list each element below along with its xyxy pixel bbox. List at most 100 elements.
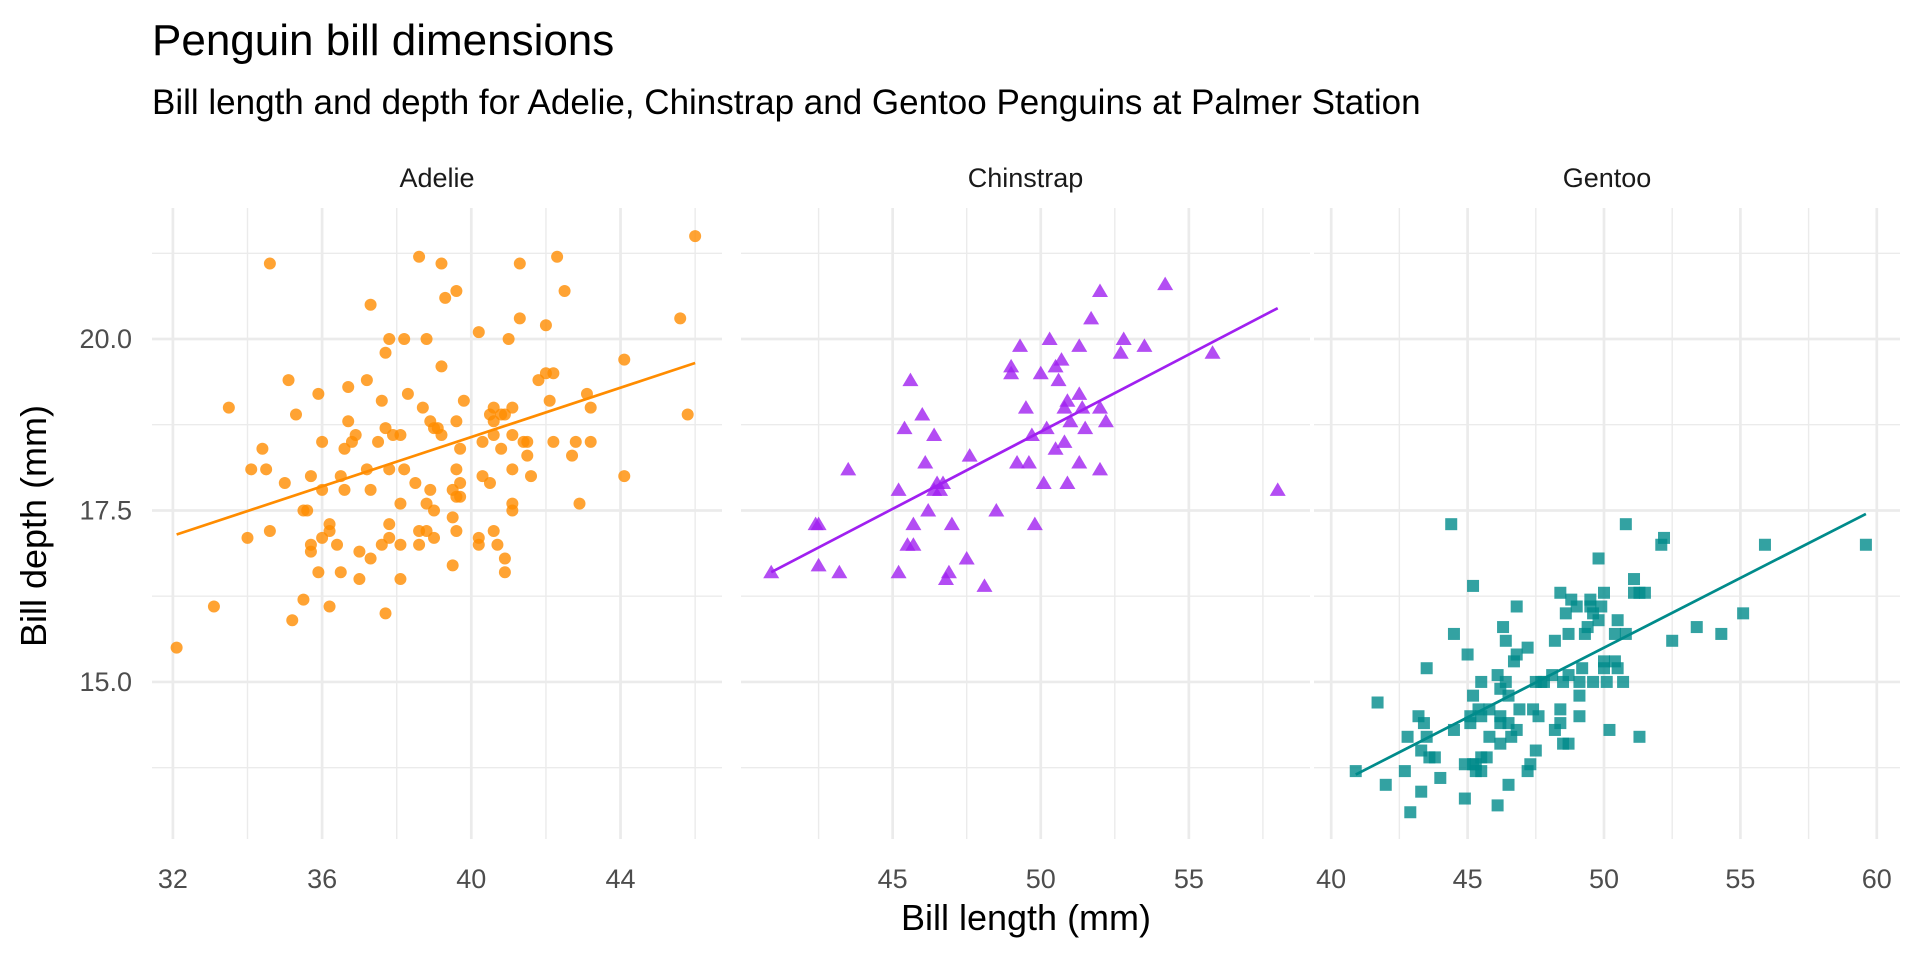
data-point-chinstrap xyxy=(1056,400,1073,414)
x-tick-label: 40 xyxy=(1316,864,1346,894)
data-point-chinstrap xyxy=(1071,338,1088,352)
x-tick-label: 45 xyxy=(1453,864,1483,894)
data-point-adelie xyxy=(495,442,508,455)
data-point-adelie xyxy=(420,333,433,346)
data-point-adelie xyxy=(584,401,597,414)
data-point-adelie xyxy=(394,429,407,442)
data-point-chinstrap xyxy=(976,578,993,592)
data-point-adelie xyxy=(506,497,519,510)
data-point-gentoo xyxy=(1529,744,1542,757)
facet-panel-gentoo: Gentoo 40 45 50 55 60 xyxy=(1314,163,1900,894)
data-point-adelie xyxy=(551,250,564,263)
data-point-adelie xyxy=(539,319,552,332)
data-point-adelie xyxy=(513,312,526,325)
y-tick-label: 20.0 xyxy=(79,324,132,354)
data-point-adelie xyxy=(304,538,317,551)
data-point-chinstrap xyxy=(958,550,975,565)
data-point-adelie xyxy=(312,566,325,579)
data-point-gentoo xyxy=(1494,737,1507,750)
data-point-adelie xyxy=(323,600,336,613)
data-point-chinstrap xyxy=(1204,345,1221,359)
data-point-chinstrap xyxy=(1157,276,1174,291)
y-axis-title: Bill depth (mm) xyxy=(13,405,54,647)
data-point-chinstrap xyxy=(1077,420,1094,435)
data-point-adelie xyxy=(364,552,377,565)
data-point-adelie xyxy=(241,531,254,544)
data-point-adelie xyxy=(394,538,407,551)
data-point-adelie xyxy=(304,470,317,483)
data-point-gentoo xyxy=(1497,621,1510,634)
data-point-adelie xyxy=(573,497,586,510)
chart-subtitle: Bill length and depth for Adelie, Chinst… xyxy=(152,83,1421,122)
data-point-chinstrap xyxy=(1017,400,1034,414)
data-point-adelie xyxy=(491,538,504,551)
data-point-adelie xyxy=(349,429,362,442)
data-point-adelie xyxy=(428,504,441,517)
data-point-adelie xyxy=(454,477,467,490)
data-point-adelie xyxy=(547,435,560,448)
facet-strip-label: Gentoo xyxy=(1563,163,1652,193)
data-point-adelie xyxy=(383,333,396,346)
data-point-chinstrap xyxy=(1091,461,1108,476)
data-point-gentoo xyxy=(1595,600,1608,613)
data-point-gentoo xyxy=(1510,600,1523,613)
data-point-chinstrap xyxy=(1136,338,1153,352)
data-point-chinstrap xyxy=(926,427,943,442)
data-point-gentoo xyxy=(1562,737,1575,750)
data-point-adelie xyxy=(416,401,429,414)
data-point-gentoo xyxy=(1715,627,1728,640)
y-tick-label: 15.0 xyxy=(79,667,132,697)
data-point-gentoo xyxy=(1521,641,1534,654)
data-point-adelie xyxy=(566,449,579,462)
data-point-adelie xyxy=(323,518,336,531)
data-point-chinstrap xyxy=(840,461,857,476)
data-point-chinstrap xyxy=(937,571,954,586)
data-point-gentoo xyxy=(1611,614,1624,627)
data-point-chinstrap xyxy=(1035,475,1052,490)
data-point-adelie xyxy=(525,470,538,483)
data-point-gentoo xyxy=(1404,806,1417,819)
data-point-chinstrap xyxy=(1083,310,1100,325)
data-point-adelie xyxy=(245,463,258,476)
data-point-chinstrap xyxy=(1091,283,1108,297)
data-point-adelie xyxy=(312,387,325,400)
regression-line-chinstrap xyxy=(770,306,1279,574)
data-point-adelie xyxy=(256,442,269,455)
data-point-gentoo xyxy=(1371,696,1384,709)
data-point-chinstrap xyxy=(1097,413,1114,428)
data-point-gentoo xyxy=(1559,607,1572,620)
data-point-chinstrap xyxy=(1003,358,1020,373)
data-point-chinstrap xyxy=(1012,338,1029,352)
data-point-gentoo xyxy=(1554,717,1567,730)
data-point-gentoo xyxy=(1600,675,1613,688)
data-point-adelie xyxy=(506,429,519,442)
data-point-chinstrap xyxy=(943,516,960,531)
data-point-adelie xyxy=(547,367,560,380)
data-point-chinstrap xyxy=(1269,482,1286,496)
facet-panels: Adelie 32 36 40 44 Chinstrap 45 50 55 Gentoo 40 45 5… xyxy=(79,163,1900,894)
data-point-adelie xyxy=(450,525,463,538)
data-point-gentoo xyxy=(1628,573,1641,586)
data-point-chinstrap xyxy=(810,516,827,531)
data-point-gentoo xyxy=(1467,689,1480,702)
data-point-adelie xyxy=(450,415,463,428)
data-point-chinstrap xyxy=(831,564,848,579)
data-point-chinstrap xyxy=(1032,365,1049,380)
x-tick-label: 50 xyxy=(1589,864,1619,894)
data-point-adelie xyxy=(502,333,515,346)
data-point-adelie xyxy=(472,531,485,544)
data-point-chinstrap xyxy=(1112,345,1129,359)
data-point-gentoo xyxy=(1666,634,1679,647)
data-point-gentoo xyxy=(1475,765,1488,778)
x-tick-label: 32 xyxy=(158,864,188,894)
x-axis-title: Bill length (mm) xyxy=(901,897,1151,938)
data-point-adelie xyxy=(207,600,220,613)
data-point-adelie xyxy=(282,374,295,387)
data-point-gentoo xyxy=(1592,552,1605,565)
data-point-adelie xyxy=(521,435,534,448)
data-point-adelie xyxy=(521,449,534,462)
data-point-adelie xyxy=(260,463,273,476)
data-point-gentoo xyxy=(1597,655,1610,668)
data-point-adelie xyxy=(289,408,302,421)
data-point-gentoo xyxy=(1502,778,1515,791)
